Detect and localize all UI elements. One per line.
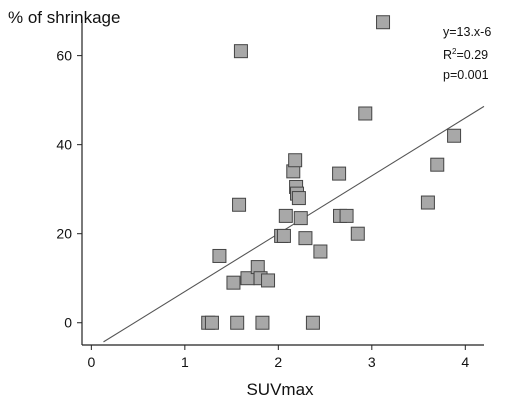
data-point	[332, 166, 347, 181]
data-point	[230, 315, 245, 330]
data-point	[212, 248, 227, 263]
r-squared-label: R	[443, 48, 453, 63]
data-point	[358, 106, 373, 121]
data-point	[232, 197, 247, 212]
data-point	[288, 153, 303, 168]
data-point	[278, 208, 293, 223]
data-point	[261, 273, 276, 288]
data-point	[430, 157, 445, 172]
y-tick-label: 60	[56, 48, 72, 64]
x-tick-label: 4	[461, 354, 469, 370]
y-tick-label: 0	[64, 315, 72, 331]
regression-line	[103, 105, 485, 343]
regression-stats: y=13.x-6 R2=0.29 p=0.001	[443, 22, 491, 85]
x-tick-label: 3	[368, 354, 376, 370]
p-value: p=0.001	[443, 68, 489, 83]
data-point	[276, 228, 291, 243]
data-point	[204, 315, 219, 330]
y-tick-label: 40	[56, 137, 72, 153]
x-tick-label: 1	[181, 354, 189, 370]
data-point	[255, 315, 270, 330]
data-point	[293, 211, 308, 226]
r-squared-value: =0.29	[456, 48, 489, 63]
data-point	[350, 226, 365, 241]
regression-equation: y=13.x-6	[443, 25, 492, 39]
y-axis-title: % of shrinkage	[8, 8, 121, 27]
data-point	[339, 208, 354, 223]
x-tick-label: 2	[274, 354, 282, 370]
data-point	[298, 231, 313, 246]
x-tick-label: 0	[87, 354, 95, 370]
y-tick-label: 20	[56, 226, 72, 242]
data-point	[420, 195, 435, 210]
data-point	[305, 315, 320, 330]
data-point	[447, 128, 462, 143]
data-point	[226, 275, 241, 290]
r-squared-superscript: 2	[452, 47, 457, 56]
r-squared: R2=0.29	[443, 42, 491, 65]
data-point	[233, 44, 248, 59]
x-axis-title: SUVmax	[246, 380, 314, 399]
data-point	[376, 15, 391, 30]
data-point	[291, 191, 306, 206]
data-point	[313, 244, 328, 259]
